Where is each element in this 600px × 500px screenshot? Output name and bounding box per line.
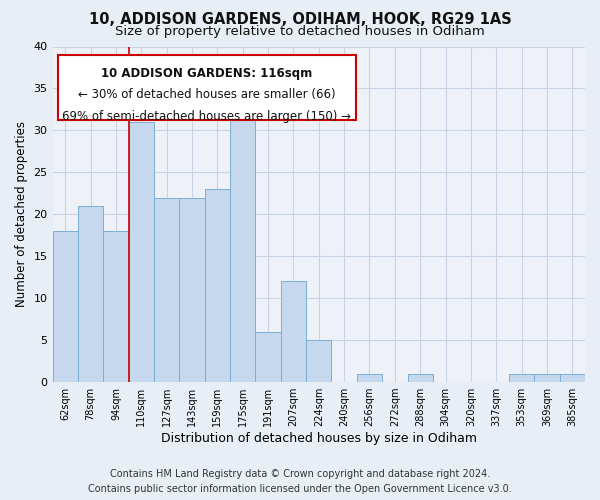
- Bar: [560, 374, 585, 382]
- Text: 69% of semi-detached houses are larger (150) →: 69% of semi-detached houses are larger (…: [62, 110, 352, 124]
- Text: ← 30% of detached houses are smaller (66): ← 30% of detached houses are smaller (66…: [78, 88, 336, 102]
- Bar: [256, 332, 281, 382]
- Text: Contains HM Land Registry data © Crown copyright and database right 2024.
Contai: Contains HM Land Registry data © Crown c…: [88, 468, 512, 493]
- Bar: [128, 122, 154, 382]
- Bar: [230, 114, 256, 382]
- Bar: [357, 374, 382, 382]
- Y-axis label: Number of detached properties: Number of detached properties: [15, 122, 28, 308]
- Bar: [306, 340, 331, 382]
- Text: Size of property relative to detached houses in Odiham: Size of property relative to detached ho…: [115, 25, 485, 38]
- Bar: [53, 231, 78, 382]
- Bar: [509, 374, 534, 382]
- Bar: [281, 282, 306, 382]
- Bar: [407, 374, 433, 382]
- Bar: [103, 231, 128, 382]
- Text: 10 ADDISON GARDENS: 116sqm: 10 ADDISON GARDENS: 116sqm: [101, 66, 313, 80]
- X-axis label: Distribution of detached houses by size in Odiham: Distribution of detached houses by size …: [161, 432, 477, 445]
- Bar: [205, 189, 230, 382]
- Bar: [534, 374, 560, 382]
- Bar: [154, 198, 179, 382]
- FancyBboxPatch shape: [58, 55, 356, 120]
- Bar: [179, 198, 205, 382]
- Bar: [78, 206, 103, 382]
- Text: 10, ADDISON GARDENS, ODIHAM, HOOK, RG29 1AS: 10, ADDISON GARDENS, ODIHAM, HOOK, RG29 …: [89, 12, 511, 28]
